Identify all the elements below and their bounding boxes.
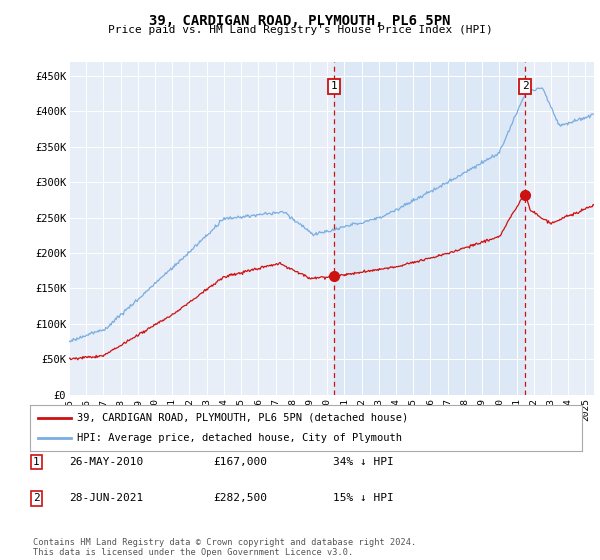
Text: 34% ↓ HPI: 34% ↓ HPI bbox=[333, 457, 394, 467]
Text: 39, CARDIGAN ROAD, PLYMOUTH, PL6 5PN (detached house): 39, CARDIGAN ROAD, PLYMOUTH, PL6 5PN (de… bbox=[77, 413, 408, 423]
Text: 1: 1 bbox=[33, 457, 40, 467]
Bar bbox=[334, 62, 525, 395]
Text: HPI: Average price, detached house, City of Plymouth: HPI: Average price, detached house, City… bbox=[77, 433, 402, 443]
Text: 26-MAY-2010: 26-MAY-2010 bbox=[69, 457, 143, 467]
Text: 2: 2 bbox=[33, 493, 40, 503]
Text: 15% ↓ HPI: 15% ↓ HPI bbox=[333, 493, 394, 503]
Text: Contains HM Land Registry data © Crown copyright and database right 2024.
This d: Contains HM Land Registry data © Crown c… bbox=[33, 538, 416, 557]
Text: £282,500: £282,500 bbox=[213, 493, 267, 503]
Text: 1: 1 bbox=[331, 81, 337, 91]
Text: 39, CARDIGAN ROAD, PLYMOUTH, PL6 5PN: 39, CARDIGAN ROAD, PLYMOUTH, PL6 5PN bbox=[149, 14, 451, 28]
Text: 2: 2 bbox=[522, 81, 529, 91]
Text: £167,000: £167,000 bbox=[213, 457, 267, 467]
Text: 28-JUN-2021: 28-JUN-2021 bbox=[69, 493, 143, 503]
Text: Price paid vs. HM Land Registry's House Price Index (HPI): Price paid vs. HM Land Registry's House … bbox=[107, 25, 493, 35]
